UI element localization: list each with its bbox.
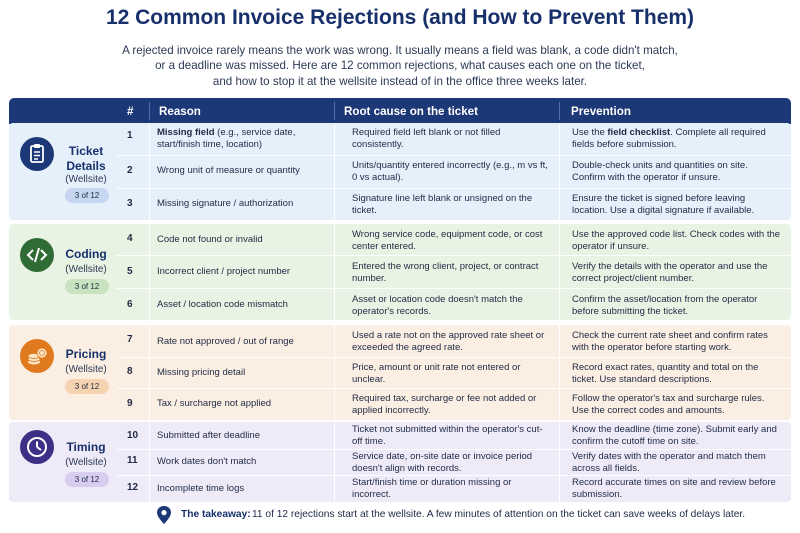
row-reason: Missing pricing detail: [157, 367, 246, 378]
prevention-pre: Use the: [572, 127, 608, 138]
clipboard-icon: [20, 137, 54, 171]
header-root-cause: Root cause on the ticket: [344, 105, 478, 118]
header-prevention: Prevention: [571, 105, 631, 118]
row-cause: Entered the wrong client, project, or co…: [352, 261, 539, 284]
row-num: 9: [127, 398, 133, 409]
row-num: 11: [127, 455, 138, 466]
row-reason: Submitted after deadline: [157, 430, 260, 441]
row-num: 12: [127, 482, 139, 493]
row-prevention: Record exact rates, quantity and total o…: [572, 362, 759, 385]
table-header: # Reason Root cause on the ticket Preven…: [9, 98, 791, 124]
row-reason: Wrong unit of measure or quantity: [157, 165, 300, 176]
row-reason: Incomplete time logs: [157, 483, 245, 494]
row-reason: Incorrect client / project number: [157, 266, 291, 277]
category-name: Timing: [66, 440, 106, 454]
category-name-line: Ticket: [68, 144, 104, 158]
row-reason: Rate not approved / out of range: [157, 336, 294, 347]
category-sub: (Wellsite): [65, 364, 107, 375]
row-reason: Missing signature / authorization: [157, 198, 294, 209]
code-icon: [20, 238, 54, 272]
prevention-post: . Complete all required fields before su…: [572, 127, 766, 150]
category-name: Pricing: [65, 347, 107, 361]
row-cause: Required field left blank or not filled …: [352, 127, 501, 150]
row-reason: Asset / location code mismatch: [157, 299, 288, 310]
row-cause: Signature line left blank or unsigned on…: [352, 193, 533, 216]
section-timing: Timing (Wellsite) 3 of 12 10 Submitted a…: [9, 422, 791, 502]
row-cause: Required tax, surcharge or fee not added…: [352, 393, 537, 416]
row-num: 4: [127, 233, 133, 244]
section-ticket-details: Ticket Details (Wellsite) 3 of 12 1 Miss…: [9, 123, 791, 220]
category-pricing: Pricing (Wellsite) 3 of 12: [9, 325, 113, 420]
category-sub: (Wellsite): [65, 457, 107, 468]
intro-line: A rejected invoice rarely means the work…: [122, 44, 678, 57]
takeaway-label: The takeaway:: [181, 509, 251, 520]
category-badge: 3 of 12: [65, 188, 109, 203]
row-prevention: Use the field checklist. Complete all re…: [572, 127, 782, 150]
row-prevention: Check the current rate sheet and confirm…: [572, 330, 768, 353]
category-sub: (Wellsite): [65, 174, 107, 185]
row-num: 3: [127, 198, 133, 209]
row-prevention: Verify dates with the operator and match…: [572, 451, 766, 474]
category-badge: 3 of 12: [65, 472, 109, 487]
category-ticket-details: Ticket Details (Wellsite) 3 of 12: [9, 123, 113, 220]
row-cause: Used a rate not on the approved rate she…: [352, 330, 545, 353]
rejections-table: # Reason Root cause on the ticket Preven…: [9, 98, 791, 502]
header-reason: Reason: [159, 105, 201, 118]
row-prevention: Double-check units and quantities on sit…: [572, 160, 748, 183]
row-num: 7: [127, 334, 133, 345]
row-num: 5: [127, 266, 133, 277]
category-name: Coding: [65, 247, 107, 261]
row-reason: Work dates don't match: [157, 456, 257, 467]
takeaway-text: 11 of 12 rejections start at the wellsit…: [252, 509, 746, 520]
category-name: Ticket Details: [59, 144, 113, 174]
category-coding: Coding (Wellsite) 3 of 12: [9, 224, 113, 320]
location-pin-icon: [155, 505, 173, 528]
row-prevention: Verify the details with the operator and…: [572, 261, 768, 284]
category-timing: Timing (Wellsite) 3 of 12: [9, 422, 113, 502]
row-prevention: Confirm the asset/location from the oper…: [572, 294, 758, 317]
row-num: 1: [127, 130, 133, 141]
intro-text: A rejected invoice rarely means the work…: [60, 43, 740, 89]
row-prevention: Ensure the ticket is signed before leavi…: [572, 193, 755, 216]
reason-bold: Missing field: [157, 127, 215, 138]
row-cause: Asset or location code doesn't match the…: [352, 294, 523, 317]
row-num: 6: [127, 299, 133, 310]
row-cause: Start/finish time or duration missing or…: [352, 477, 512, 500]
row-prevention: Follow the operator's tax and surcharge …: [572, 393, 765, 416]
row-reason: Code not found or invalid: [157, 234, 263, 245]
row-cause: Units/quantity entered incorrectly (e.g.…: [352, 160, 548, 183]
header-num: #: [127, 105, 134, 118]
row-cause: Ticket not submitted within the operator…: [352, 424, 543, 447]
row-prevention: Record accurate times on site and review…: [572, 477, 776, 500]
section-pricing: Pricing (Wellsite) 3 of 12 7 Rate not ap…: [9, 325, 791, 420]
row-reason: Tax / surcharge not applied: [157, 398, 272, 409]
row-num: 2: [127, 165, 133, 176]
row-prevention: Use the approved code list. Check codes …: [572, 229, 781, 252]
clock-icon: [20, 430, 54, 464]
page-title: 12 Common Invoice Rejections (and How to…: [105, 6, 695, 29]
category-name-line: Details: [66, 159, 106, 173]
prevention-bold: field checklist: [607, 127, 671, 138]
section-coding: Coding (Wellsite) 3 of 12 4 Code not fou…: [9, 224, 791, 320]
category-badge: 3 of 12: [65, 379, 109, 394]
row-num: 10: [127, 430, 139, 441]
takeaway-note: The takeaway: 11 of 12 rejections start …: [155, 505, 755, 525]
intro-line: and how to stop it at the wellsite inste…: [212, 74, 588, 88]
row-cause: Service date, on-site date or invoice pe…: [352, 451, 533, 474]
row-cause: Wrong service code, equipment code, or c…: [352, 229, 543, 252]
category-badge: 3 of 12: [65, 279, 109, 294]
category-sub: (Wellsite): [65, 264, 107, 275]
row-num: 8: [127, 366, 133, 377]
coins-icon: [20, 339, 54, 373]
row-reason: Missing field (e.g., service date, start…: [157, 127, 337, 150]
intro-line: or a deadline was missed. Here are 12 co…: [155, 59, 645, 73]
row-cause: Price, amount or unit rate not entered o…: [352, 362, 521, 385]
reason-rest: (e.g., service date, start/finish time, …: [157, 127, 296, 150]
row-prevention: Know the deadline (time zone). Submit ea…: [572, 424, 777, 447]
